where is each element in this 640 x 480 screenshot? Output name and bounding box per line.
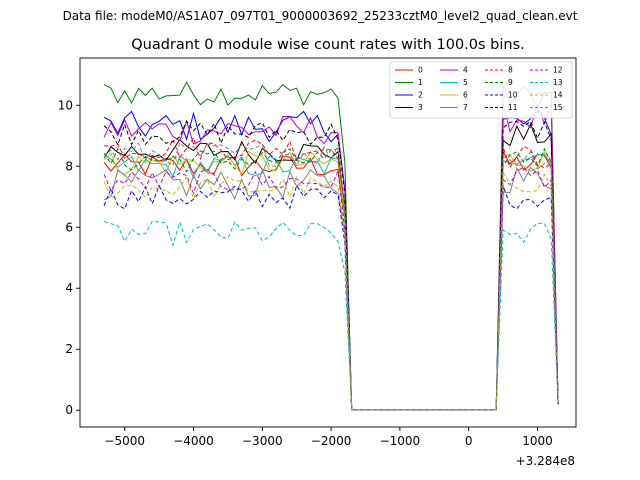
legend-label-5: 5 (463, 78, 468, 87)
legend-label-2: 2 (418, 91, 423, 100)
legend-label-8: 8 (508, 66, 513, 75)
x-tick-label: −1000 (380, 434, 421, 448)
legend-label-9: 9 (508, 78, 513, 87)
legend-label-0: 0 (418, 66, 423, 75)
x-axis: −5000 −4000 −3000 −2000 −1000 0 1000 (104, 427, 553, 448)
legend-label-1: 1 (418, 78, 423, 87)
legend-label-10: 10 (508, 91, 518, 100)
series-line-15 (103, 141, 559, 411)
series-line-3 (103, 122, 559, 411)
y-axis: 0 2 4 6 8 10 (58, 98, 80, 417)
legend-label-7: 7 (463, 103, 468, 112)
series-line-12 (103, 166, 559, 411)
legend-label-11: 11 (508, 103, 518, 112)
legend-label-14: 14 (553, 91, 563, 100)
series-line-5 (103, 153, 559, 411)
series-line-9 (103, 147, 559, 411)
x-tick-label: −4000 (173, 434, 214, 448)
y-tick-label: 0 (65, 403, 73, 417)
x-offset-label: +3.284e8 (516, 454, 575, 468)
suptitle: Data file: modeM0/AS1A07_097T01_90000036… (63, 9, 578, 23)
series-line-11 (103, 120, 559, 411)
series-line-13 (103, 220, 559, 411)
legend-label-15: 15 (553, 103, 563, 112)
x-tick-label: −5000 (104, 434, 145, 448)
legend-label-12: 12 (553, 66, 563, 75)
series-layer (103, 81, 559, 411)
plot-frame (79, 57, 577, 428)
series-line-10 (103, 184, 559, 411)
y-tick-label: 4 (65, 281, 73, 295)
y-tick-label: 10 (58, 98, 73, 112)
y-tick-label: 8 (65, 159, 73, 173)
series-line-2 (103, 110, 559, 411)
chart-title: Quadrant 0 module wise count rates with … (131, 37, 525, 53)
x-tick-label: 0 (465, 434, 473, 448)
x-tick-label: −2000 (311, 434, 352, 448)
legend-label-3: 3 (418, 103, 423, 112)
series-line-7 (103, 166, 559, 411)
series-line-14 (103, 170, 559, 411)
series-line-8 (104, 136, 559, 411)
x-tick-label: −3000 (242, 434, 283, 448)
y-tick-label: 6 (65, 220, 73, 234)
x-tick-label: 1000 (522, 434, 553, 448)
legend-label-13: 13 (553, 78, 563, 87)
legend-label-4: 4 (463, 66, 468, 75)
legend-label-6: 6 (463, 91, 468, 100)
legend-box (389, 61, 573, 119)
y-tick-label: 2 (65, 342, 73, 356)
